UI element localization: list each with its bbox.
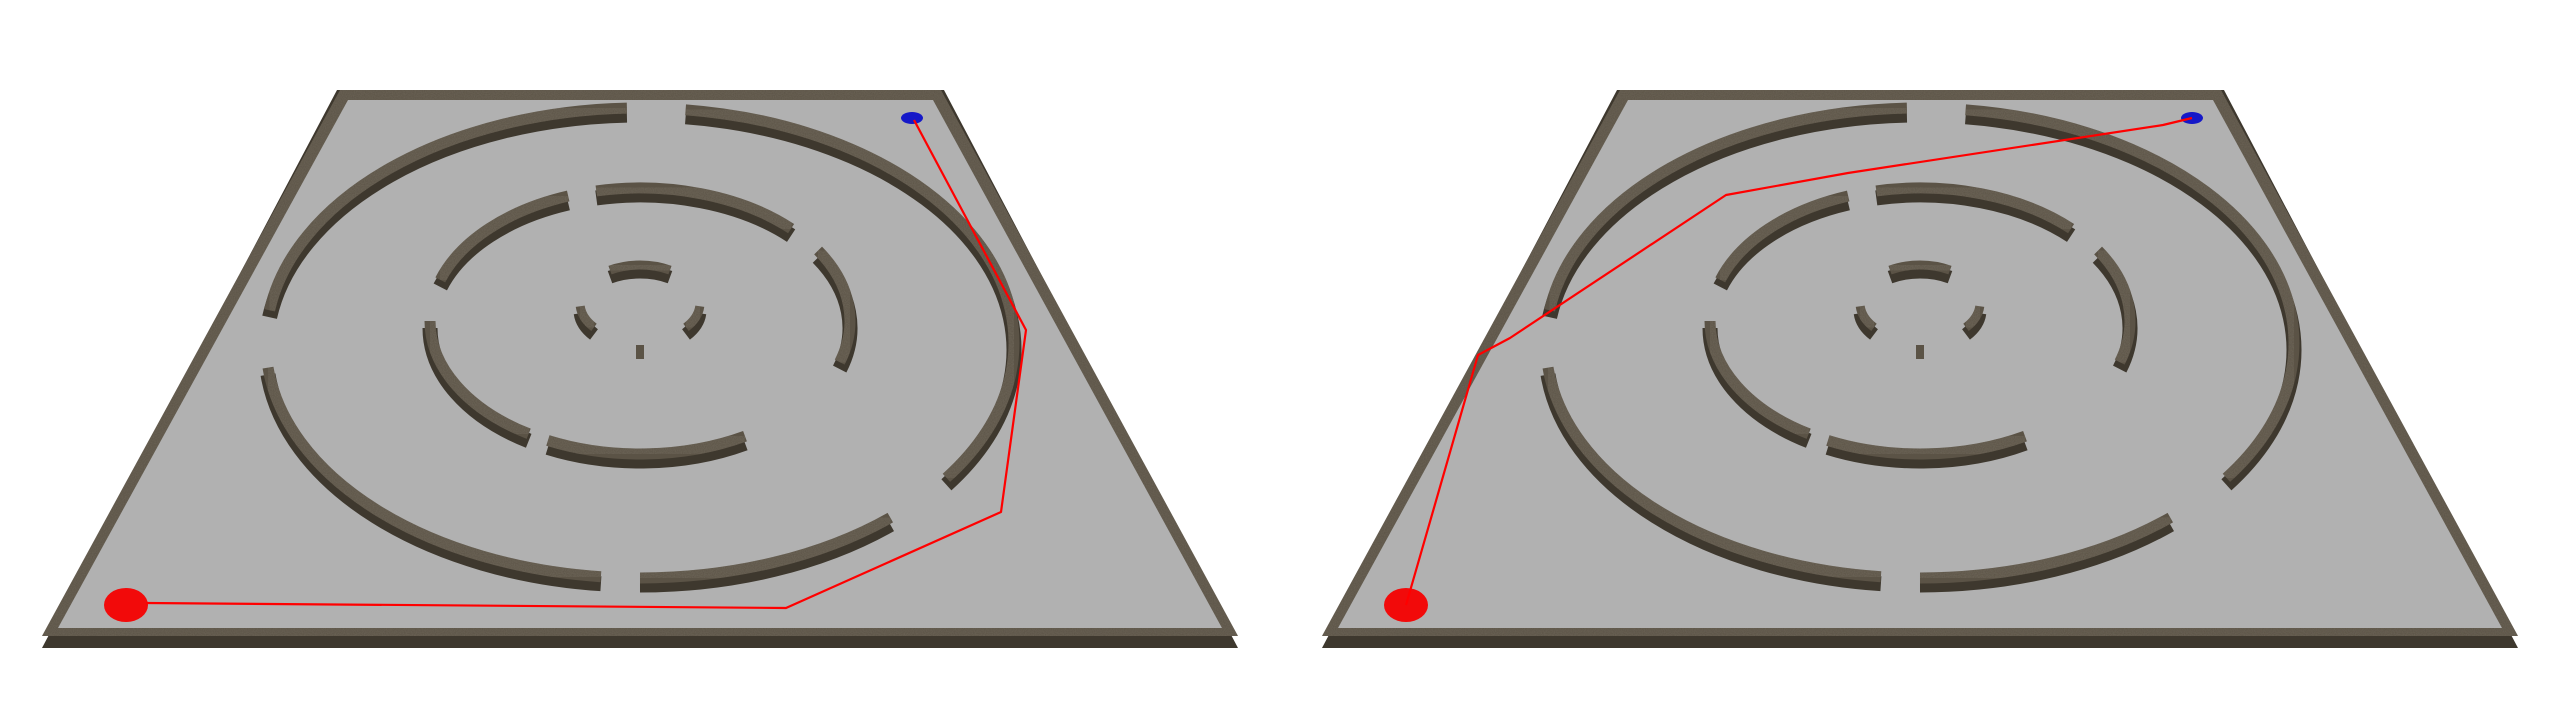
inner-core-wall-top-side xyxy=(1887,265,1953,284)
middle-ring-wall-top-side xyxy=(1875,187,2076,242)
right-maze-panel xyxy=(1322,90,2518,648)
middle-ring-wall-top-texture xyxy=(595,182,795,234)
goal-marker xyxy=(901,112,923,124)
middle-ring-wall-upper-left-texture xyxy=(1715,190,1850,283)
middle-ring-wall-bottom-side xyxy=(1825,436,2028,469)
left-maze-panel xyxy=(42,90,1238,648)
inner-core-wall-right-texture xyxy=(1963,305,1985,331)
middle-ring-wall-left-texture xyxy=(1704,320,1811,439)
outer-ring-wall-bottom-right-side xyxy=(639,518,894,593)
outer-ring-wall-bottom-right-texture xyxy=(639,512,894,584)
left-path xyxy=(145,119,1028,610)
middle-ring-wall-top-texture xyxy=(1875,182,2075,234)
outer-ring-wall-bottom-left-texture xyxy=(262,366,602,583)
right-path xyxy=(1404,116,2193,606)
middle-ring-wall-left-texture xyxy=(424,320,531,439)
inner-core-wall-left-texture xyxy=(575,305,597,331)
maze-floor xyxy=(1338,100,2502,628)
inner-core-stub xyxy=(636,345,644,359)
inner-core-stub xyxy=(1916,345,1924,359)
outer-ring-wall-top-left-texture xyxy=(1544,102,1908,312)
inner-core-wall-top-texture xyxy=(1888,260,1952,275)
outer-ring-wall-top-left-texture xyxy=(264,102,628,312)
start-marker xyxy=(104,588,148,622)
inner-core-wall-right-texture xyxy=(683,305,705,331)
middle-ring-wall-right-texture xyxy=(814,246,856,365)
middle-ring-wall-bottom-texture xyxy=(1826,431,2027,460)
outer-ring-wall-bottom-left-texture xyxy=(1542,366,1882,583)
middle-ring-wall-bottom-texture xyxy=(546,431,747,460)
inner-core-wall-top-side xyxy=(607,265,673,284)
middle-ring-wall-upper-left-texture xyxy=(435,190,570,283)
middle-ring-wall-right-texture xyxy=(2094,246,2136,365)
maze-floor xyxy=(58,100,1222,628)
inner-core-wall-top-texture xyxy=(608,260,672,275)
outer-ring-wall-bottom-right-texture xyxy=(1919,512,2174,584)
outer-ring-wall-bottom-right-side xyxy=(1919,518,2174,593)
middle-ring-wall-bottom-side xyxy=(545,436,748,469)
outer-ring-wall-right-texture xyxy=(1965,104,2300,482)
inner-core-wall-left-texture xyxy=(1855,305,1877,331)
middle-ring-wall-top-side xyxy=(595,187,796,242)
